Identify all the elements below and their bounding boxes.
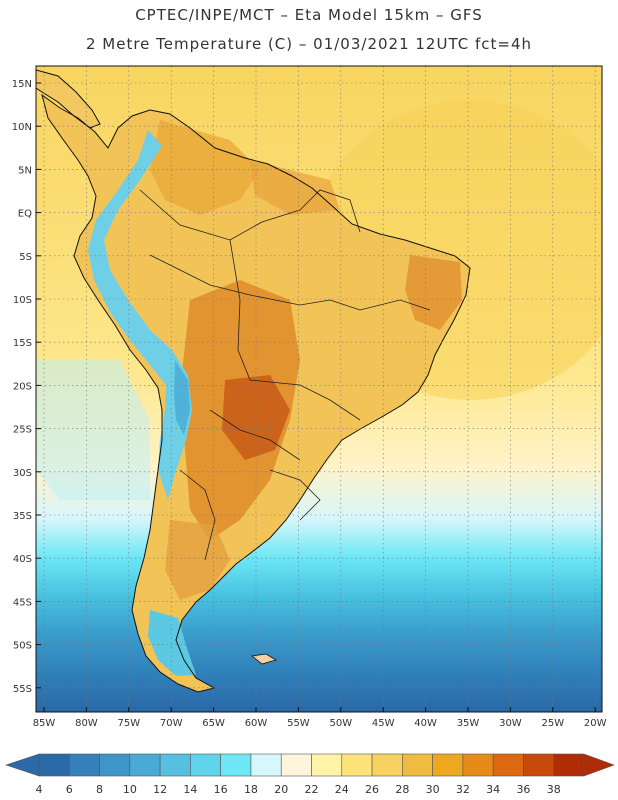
colorbar-label: 24 — [334, 783, 349, 796]
colorbar-swatch — [402, 753, 433, 777]
colorbar-swatch — [492, 753, 524, 777]
longitude-labels: 85W 80W 75W 70W 65W 60W 55W 50W 45W 40W 35W 30W 25W 2… — [33, 707, 607, 729]
colorbar-swatch — [523, 753, 555, 777]
pacific-cool-strip — [36, 360, 150, 500]
colorbar-swatch — [311, 753, 343, 777]
colorbar-label: 8 — [96, 783, 104, 796]
lon-label: 75W — [117, 718, 140, 729]
colorbar-label: 22 — [304, 783, 319, 796]
colorbar-swatch — [220, 753, 252, 777]
colorbar-swatch — [462, 753, 494, 777]
colorbar-label: 16 — [213, 783, 228, 796]
lon-label: 80W — [75, 718, 98, 729]
colorbar-label: 10 — [122, 783, 137, 796]
lon-label: 25W — [541, 718, 564, 729]
colorbar-swatch — [371, 753, 403, 777]
lat-label: 25S — [13, 425, 32, 436]
colorbar-label: 6 — [65, 783, 73, 796]
country-borders — [139, 189, 431, 561]
lat-label: 55S — [13, 684, 32, 695]
lat-label: 10S — [13, 295, 32, 306]
falklands-outline — [251, 653, 277, 665]
colorbar-label: 28 — [395, 783, 410, 796]
central-america-land — [36, 70, 100, 128]
lon-label: 35W — [457, 718, 480, 729]
lat-label: 40S — [13, 554, 32, 565]
guiana-warm-zone — [250, 160, 340, 215]
colorbar-label: 26 — [365, 783, 380, 796]
colorbar-label: 32 — [455, 783, 470, 796]
colorbar-label: 14 — [183, 783, 198, 796]
lat-label: EQ — [18, 209, 32, 220]
amazon-warm-zone — [150, 120, 260, 215]
temperature-colorbar — [5, 753, 615, 777]
lon-label: 55W — [287, 718, 310, 729]
colorbar-label: 18 — [243, 783, 258, 796]
lat-label: 10N — [12, 122, 32, 133]
andes-cold-core — [174, 360, 190, 435]
map-title-line2: 2 Metre Temperature (C) – 01/03/2021 12U… — [85, 35, 533, 53]
lon-label: 45W — [372, 718, 395, 729]
colorbar-swatch — [159, 753, 191, 777]
colorbar-swatch — [68, 753, 100, 777]
colorbar-swatch — [280, 753, 312, 777]
lat-label: 30S — [13, 468, 32, 479]
lat-label: 50S — [13, 641, 32, 652]
map-title-line1: CPTEC/INPE/MCT – Eta Model 15km – GFS — [135, 6, 483, 24]
colorbar-label: 30 — [425, 783, 440, 796]
colorbar-label: 4 — [35, 783, 43, 796]
coastline — [41, 93, 471, 693]
colorbar-label: 20 — [274, 783, 289, 796]
lat-label: 35S — [13, 511, 32, 522]
map-frame — [35, 65, 603, 713]
andes-cold-ridge — [88, 130, 192, 500]
colorbar-swatch — [190, 753, 221, 777]
colorbar-swatch — [129, 753, 161, 777]
lat-label: 5S — [19, 252, 32, 263]
colorbar-label: 12 — [153, 783, 168, 796]
colorbar-swatch — [432, 753, 464, 777]
lat-label: 15N — [12, 79, 32, 90]
northeast-hot-zone — [405, 255, 462, 330]
colorbar-low-arrow — [5, 753, 40, 777]
lon-label: 70W — [160, 718, 183, 729]
colorbar-label: 38 — [546, 783, 561, 796]
colorbar-swatch — [99, 753, 131, 777]
colorbar-label: 34 — [486, 783, 501, 796]
colorbar-swatch — [553, 753, 585, 777]
lon-label: 20W — [584, 718, 607, 729]
colorbar-swatch — [250, 753, 282, 777]
colorbar-label: 36 — [516, 783, 531, 796]
lon-label: 50W — [329, 718, 352, 729]
lon-label: 65W — [202, 718, 225, 729]
lon-label: 40W — [414, 718, 437, 729]
lat-label: 15S — [13, 338, 32, 349]
lat-label: 20S — [13, 381, 32, 392]
lat-label: 5N — [18, 165, 32, 176]
lon-label: 85W — [33, 718, 56, 729]
colorbar-high-arrow — [583, 753, 615, 777]
lon-label: 60W — [245, 718, 268, 729]
latitude-labels: 15N 10N 5N EQ 5S 10S 15S 20S 25S 30S 35S 40S 45S 50S 5… — [12, 79, 41, 695]
colorbar-swatch — [341, 753, 373, 777]
lat-label: 45S — [13, 597, 32, 608]
colorbar-swatch — [38, 753, 70, 777]
lon-label: 30W — [499, 718, 522, 729]
